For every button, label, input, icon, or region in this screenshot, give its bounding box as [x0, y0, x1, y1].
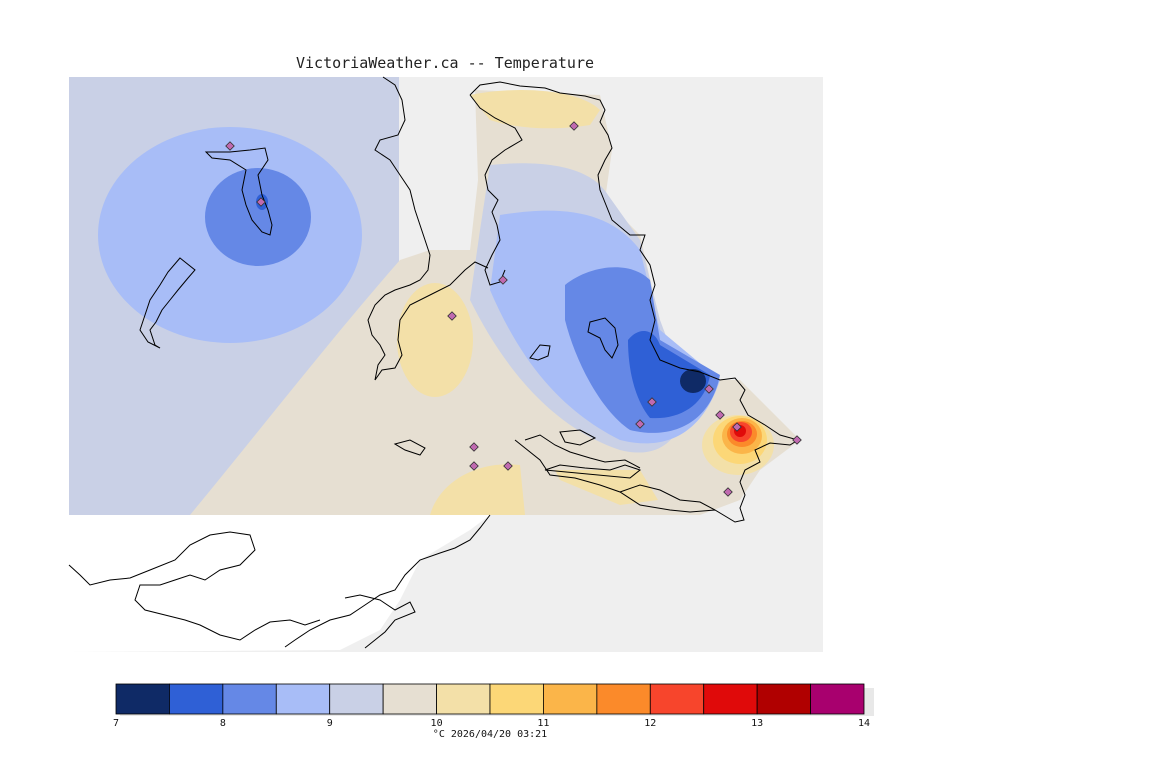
station-marker: [647, 397, 657, 407]
legend-tick-label: 12: [644, 718, 656, 729]
legend-bin: [596, 683, 651, 715]
legend-tick-label: 14: [858, 718, 870, 729]
station-marker: [732, 422, 742, 432]
temperature-map: [68, 76, 823, 652]
legend-bin: [382, 683, 437, 715]
legend-bin: [115, 683, 170, 715]
station-marker: [792, 435, 802, 445]
legend-bin: [756, 683, 811, 715]
legend-bin: [169, 683, 224, 715]
station-marker: [256, 197, 266, 207]
station-marker: [447, 311, 457, 321]
legend-caption: °C 2026/04/20 03:21: [433, 729, 547, 740]
legend-bin: [489, 683, 544, 715]
cold-core: [680, 369, 706, 393]
legend-tick-label: 9: [327, 718, 333, 729]
temperature-field: [69, 77, 800, 515]
legend-tick-label: 10: [431, 718, 443, 729]
station-marker: [569, 121, 579, 131]
legend-bin: [649, 683, 705, 715]
cool-zone-inner: [205, 168, 311, 266]
legend-bin: [543, 683, 598, 715]
legend-tick-label: 8: [220, 718, 226, 729]
legend-tick-label: 13: [751, 718, 763, 729]
hot-spot: [702, 415, 774, 475]
map-title: VictoriaWeather.ca -- Temperature: [295, 54, 594, 72]
legend-tick-label: 11: [537, 718, 549, 729]
legend-bin: [275, 683, 331, 715]
legend-bin: [222, 683, 277, 715]
station-marker: [225, 141, 235, 151]
legend-ticks: 7 8 9 10 11 12 13 14: [113, 718, 870, 729]
legend-bin: [810, 683, 865, 715]
station-marker: [723, 487, 733, 497]
legend-bin: [703, 683, 758, 715]
station-marker: [469, 461, 479, 471]
station-marker: [704, 384, 714, 394]
legend-tick-label: 7: [113, 718, 119, 729]
warm-pocket-central: [397, 283, 473, 397]
station-marker: [715, 410, 725, 420]
legend-bin: [329, 683, 384, 715]
station-marker: [503, 461, 513, 471]
legend-bin: [436, 683, 491, 715]
coastlines: [68, 76, 800, 649]
station-marker: [635, 419, 645, 429]
station-marker: [469, 442, 479, 452]
station-markers: [225, 121, 802, 497]
legend-bins: [115, 683, 865, 715]
station-marker: [498, 275, 508, 285]
